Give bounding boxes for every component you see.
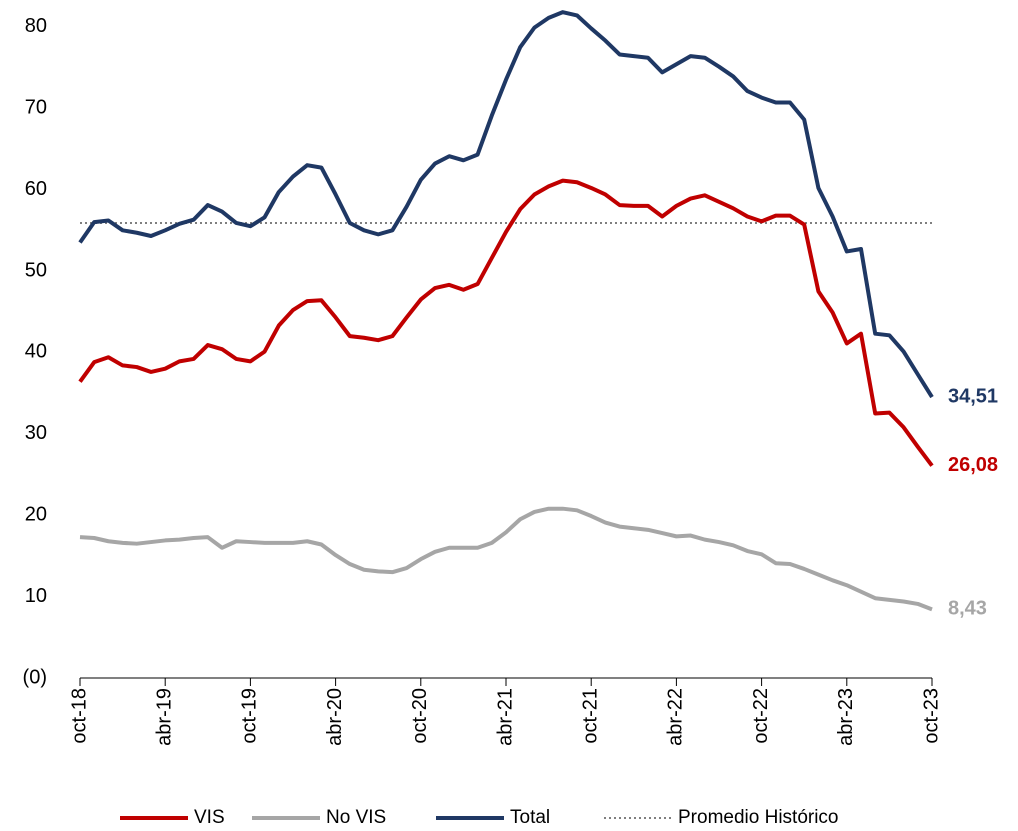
x-tick-label: oct-18 <box>68 688 90 744</box>
x-tick-label: abr-23 <box>835 688 857 746</box>
legend-label: Promedio Histórico <box>678 807 839 828</box>
value-label: 34,51 <box>948 385 998 407</box>
x-tick-label: oct-23 <box>920 688 942 744</box>
legend-label: No VIS <box>326 807 386 828</box>
x-tick-label: abr-22 <box>665 688 687 746</box>
y-tick-label: 40 <box>25 341 47 363</box>
x-tick-label: oct-19 <box>239 688 261 744</box>
y-tick-label: 20 <box>25 503 47 525</box>
legend-label: VIS <box>194 807 225 828</box>
y-tick-label: (0) <box>23 666 47 688</box>
y-tick-label: 10 <box>25 585 47 607</box>
y-tick-label: 70 <box>25 96 47 118</box>
x-tick-label: oct-20 <box>409 688 431 744</box>
x-tick-label: abr-20 <box>324 688 346 746</box>
y-tick-label: 80 <box>25 15 47 37</box>
x-tick-label: abr-21 <box>494 688 516 746</box>
legend-label: Total <box>510 807 550 828</box>
series-line <box>79 506 933 612</box>
series-line <box>78 178 934 467</box>
x-tick-label: oct-22 <box>750 688 772 744</box>
y-tick-label: 30 <box>25 422 47 444</box>
x-tick-label: abr-19 <box>153 688 175 746</box>
y-tick-label: 50 <box>25 259 47 281</box>
value-label: 26,08 <box>948 454 998 476</box>
x-tick-label: oct-21 <box>579 688 601 744</box>
y-tick-label: 60 <box>25 178 47 200</box>
series-line <box>78 10 934 399</box>
value-label: 8,43 <box>948 598 987 620</box>
